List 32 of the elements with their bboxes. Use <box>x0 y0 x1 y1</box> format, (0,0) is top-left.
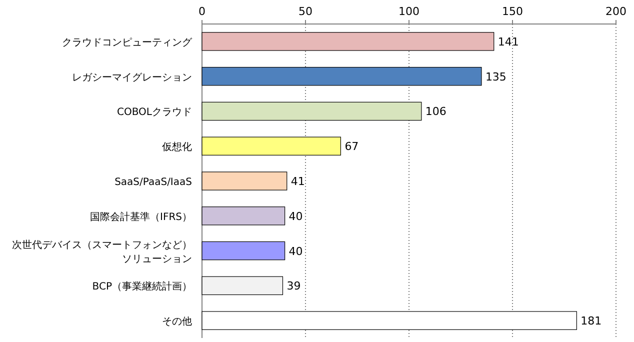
y-tick-label: クラウドコンピューティング <box>62 37 193 48</box>
data-label: 141 <box>498 35 519 48</box>
bar <box>202 276 284 296</box>
x-tick-label: 200 <box>606 5 626 18</box>
y-tick-label: レガシーマイグレーション <box>72 72 192 84</box>
bar <box>202 136 341 156</box>
bar <box>202 32 494 51</box>
data-label: 40 <box>288 244 303 258</box>
data-label: 181 <box>580 314 602 328</box>
bar <box>202 66 482 86</box>
data-label: 41 <box>290 175 305 188</box>
y-tick-label: その他 <box>162 316 192 328</box>
y-tick-label: COBOLクラウド <box>117 107 192 118</box>
y-tick-label: SaaS/PaaS/IaaS <box>114 177 192 188</box>
y-tick-label: 仮想化 <box>162 141 192 154</box>
y-tick-label: BCP（事業継続計画） <box>92 280 192 293</box>
data-label: 106 <box>425 105 446 118</box>
bar <box>202 311 577 330</box>
y-tick-label: 国際会計基準（IFRS） <box>90 210 192 223</box>
x-tick-label: 150 <box>502 5 523 18</box>
data-label: 135 <box>485 70 506 84</box>
bar <box>202 206 286 226</box>
data-label: 39 <box>286 280 301 293</box>
y-tick-label: 次世代デバイス（スマートフォンなど）ソリューション <box>12 238 192 265</box>
bar <box>202 102 422 121</box>
bar <box>202 241 286 260</box>
x-tick-label: 50 <box>298 5 312 18</box>
x-tick-label: 100 <box>398 5 420 18</box>
data-label: 40 <box>288 210 303 223</box>
bar <box>202 172 288 190</box>
data-label: 67 <box>344 140 359 154</box>
x-tick-label: 0 <box>198 5 206 18</box>
